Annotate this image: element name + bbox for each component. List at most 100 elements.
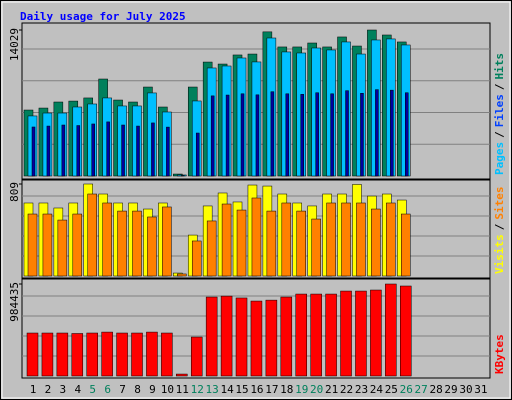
bar — [265, 299, 278, 377]
x-tick-label: 11 — [176, 383, 189, 396]
bar — [405, 92, 409, 177]
bar — [355, 290, 367, 377]
x-tick-label: 28 — [429, 383, 442, 396]
legend-separator: / — [493, 223, 506, 230]
y-tick-label: 14029 — [8, 28, 21, 61]
bar — [161, 332, 173, 377]
x-tick-label: 12 — [191, 383, 204, 396]
bar — [385, 283, 397, 377]
x-tick-label: 7 — [119, 383, 126, 396]
bar — [375, 89, 379, 177]
legend-entry: Sites — [493, 187, 506, 220]
bar — [255, 94, 260, 177]
bar — [281, 202, 292, 277]
bar — [46, 125, 51, 177]
bar — [296, 210, 306, 277]
bar — [190, 336, 203, 377]
bar — [76, 125, 81, 177]
bar — [310, 293, 322, 377]
bar — [221, 203, 232, 277]
bar — [181, 175, 185, 177]
y-tick-label: 984435 — [8, 282, 21, 322]
x-tick-label: 29 — [444, 383, 457, 396]
bar — [195, 132, 200, 177]
legend-entry: Pages — [493, 142, 506, 175]
bar — [295, 293, 307, 377]
bar — [401, 213, 411, 277]
x-tick-label: 26 — [400, 383, 413, 396]
x-tick-label: 21 — [325, 383, 338, 396]
legend: Visits / Sites — [493, 187, 506, 275]
x-tick-label: 30 — [459, 383, 472, 396]
bar — [132, 210, 142, 277]
bar — [176, 373, 188, 377]
bar — [56, 332, 69, 377]
bar — [251, 197, 262, 277]
bar — [166, 126, 170, 177]
x-tick-label: 27 — [415, 383, 428, 396]
bar — [102, 202, 112, 277]
x-tick-label: 16 — [250, 383, 263, 396]
bar — [87, 193, 97, 277]
bar — [386, 202, 396, 277]
x-tick-label: 4 — [74, 383, 81, 396]
bar — [57, 219, 68, 277]
x-tick-label: 9 — [149, 383, 156, 396]
bar — [162, 206, 172, 277]
bar — [27, 213, 38, 277]
bar — [225, 94, 230, 177]
bar — [72, 213, 83, 277]
bar — [236, 209, 247, 277]
bar — [177, 273, 187, 277]
bar — [61, 124, 66, 177]
x-tick-label: 10 — [161, 383, 174, 396]
bar — [136, 125, 140, 177]
bar — [340, 290, 352, 377]
bar — [370, 289, 382, 377]
bar — [131, 332, 143, 377]
bar — [270, 91, 275, 177]
x-tick-label: 6 — [104, 383, 111, 396]
x-tick-label: 17 — [265, 383, 278, 396]
bar — [235, 297, 248, 377]
x-tick-label: 13 — [206, 383, 219, 396]
bar — [86, 332, 98, 377]
bar — [71, 333, 84, 377]
bar — [205, 296, 218, 377]
bar — [356, 202, 366, 277]
legend-entry: Files — [493, 94, 506, 127]
bar — [31, 126, 36, 177]
bar — [371, 208, 381, 277]
bar — [147, 216, 157, 277]
x-tick-label: 3 — [60, 383, 67, 396]
bar — [360, 93, 364, 177]
bar — [285, 93, 290, 177]
legend-separator: / — [493, 131, 506, 138]
x-tick-label: 20 — [310, 383, 323, 396]
bar — [26, 332, 39, 377]
x-tick-label: 19 — [295, 383, 308, 396]
bar — [106, 121, 110, 177]
bar — [210, 95, 215, 177]
legend-entry: Hits — [493, 53, 506, 80]
bar — [116, 332, 128, 377]
bar — [300, 94, 304, 177]
bar — [117, 210, 127, 277]
bar — [146, 331, 158, 377]
x-tick-label: 18 — [280, 383, 293, 396]
bar — [151, 122, 155, 177]
legend-separator: / — [493, 83, 506, 90]
bar — [191, 240, 202, 277]
x-tick-label: 8 — [134, 383, 141, 396]
legend-entry: Visits — [493, 234, 506, 274]
bar — [206, 220, 217, 277]
bar — [315, 92, 319, 177]
chart-title: Daily usage for July 2025 — [20, 10, 186, 23]
bar — [326, 202, 336, 277]
bar — [91, 123, 95, 177]
legend: KBytes — [493, 334, 506, 374]
bar — [266, 210, 277, 277]
bar — [341, 202, 351, 277]
